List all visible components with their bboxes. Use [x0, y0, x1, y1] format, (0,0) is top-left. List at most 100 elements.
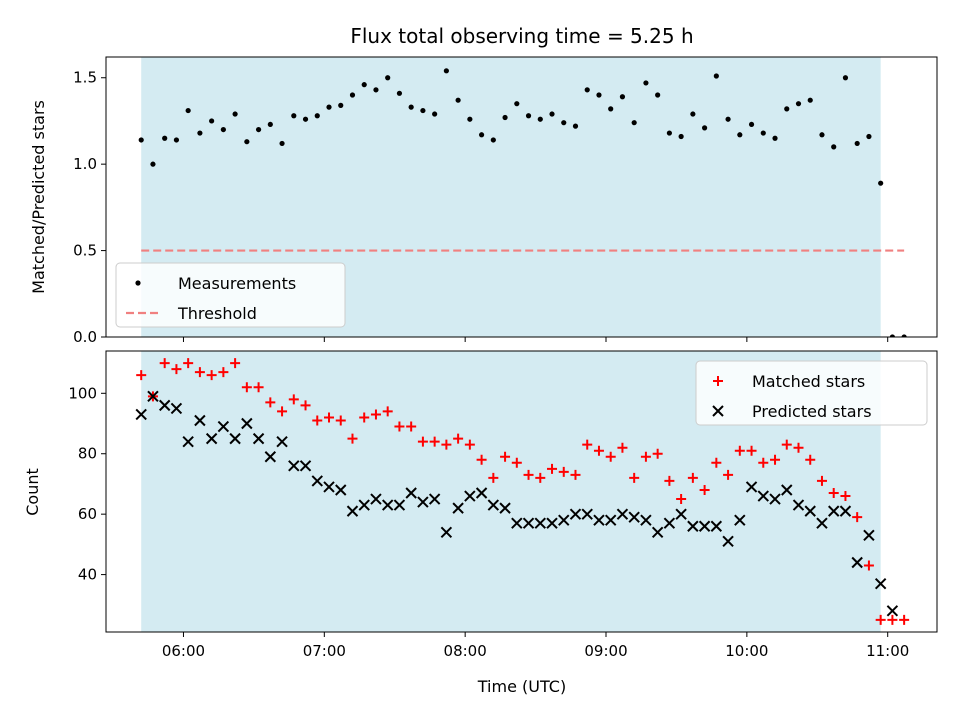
measurement-point [514, 101, 520, 107]
predicted-stars-point [604, 514, 617, 526]
x-tick-label: 06:00 [162, 642, 205, 660]
predicted-stars-point [874, 577, 887, 590]
matched-stars-point [523, 469, 534, 480]
measurement-point [279, 140, 285, 147]
predicted-stars-point [734, 514, 746, 526]
predicted-stars-point [229, 432, 241, 445]
matched-stars-point [535, 472, 546, 483]
measurement-point [584, 87, 590, 93]
matched-stars-point [429, 436, 440, 447]
matched-stars-point [547, 463, 558, 474]
legend-label: Matched stars [752, 372, 865, 391]
matched-stars-point [734, 445, 745, 456]
measurement-point [713, 73, 719, 79]
measurement-point [549, 111, 555, 117]
predicted-stars-point [358, 499, 370, 511]
predicted-stars-point [323, 481, 335, 493]
y-tick-label: 80 [78, 445, 97, 463]
predicted-stars-point [663, 517, 676, 529]
measurement-point [173, 137, 180, 143]
measurement-point [443, 68, 449, 74]
predicted-stars-point [288, 460, 300, 472]
matched-stars-point [171, 364, 182, 375]
measurement-point [772, 135, 778, 141]
x-tick-label: 11:00 [866, 642, 909, 660]
legend-matched-swatch [713, 376, 723, 386]
matched-stars-point [300, 400, 311, 411]
legend-measurement-swatch [135, 280, 141, 286]
chart-title: Flux total observing time = 5.25 h [350, 24, 693, 48]
matched-stars-point [406, 421, 417, 432]
matched-stars-point [359, 412, 370, 423]
matched-stars-point [558, 466, 569, 477]
predicted-stars-point [346, 505, 359, 517]
predicted-stars-point [558, 514, 570, 526]
predicted-stars-point [698, 520, 711, 532]
matched-stars-point [347, 433, 358, 444]
matched-stars-point [218, 367, 229, 378]
matched-stars-point [770, 454, 781, 465]
predicted-stars-point [417, 496, 429, 508]
matched-stars-point [476, 454, 487, 465]
measurement-point [162, 135, 168, 141]
measurement-point [561, 120, 567, 126]
matched-stars-point [840, 491, 851, 502]
measurement-point [408, 104, 414, 110]
predicted-stars-point [687, 520, 699, 532]
matched-stars-point [335, 415, 346, 426]
measurement-point [631, 120, 637, 126]
measurement-point [737, 132, 743, 138]
measurement-point [666, 130, 672, 136]
predicted-stars-point [769, 493, 781, 505]
matched-stars-point [781, 439, 792, 450]
measurement-point [209, 118, 215, 124]
measurement-point [420, 107, 426, 114]
matched-stars-point [899, 614, 910, 625]
matched-stars-point [640, 451, 651, 462]
predicted-stars-point [863, 529, 875, 542]
predicted-stars-point [252, 432, 265, 445]
matched-stars-point [500, 451, 511, 462]
matched-stars-point [206, 370, 217, 381]
measurement-point [138, 137, 144, 143]
predicted-stars-point [640, 514, 652, 526]
measurement-point [291, 113, 297, 119]
x-axis-label: Time (UTC) [477, 677, 566, 696]
predicted-stars-point [182, 435, 194, 448]
measurement-point [349, 92, 356, 98]
top-y-axis-label: Matched/Predicted stars [29, 100, 48, 294]
predicted-stars-point [569, 508, 582, 520]
predicted-stars-point [522, 517, 535, 529]
matched-stars-point [816, 475, 827, 486]
predicted-stars-point [781, 484, 793, 496]
matched-stars-point [746, 445, 757, 456]
predicted-stars-point [792, 499, 805, 511]
matched-stars-point [863, 560, 874, 571]
measurement-point [596, 92, 602, 98]
matched-stars-point [288, 394, 299, 405]
predicted-stars-point [757, 490, 769, 502]
matched-stars-point [676, 494, 687, 505]
measurement-point [842, 75, 849, 81]
predicted-stars-point [381, 499, 394, 511]
predicted-stars-point [804, 505, 816, 517]
matched-stars-point [570, 469, 581, 480]
measurement-point [572, 123, 579, 129]
predicted-stars-point [241, 417, 253, 430]
measurement-point [854, 140, 860, 147]
measurement-point [878, 180, 884, 186]
y-tick-label: 40 [78, 566, 97, 584]
measurement-point [220, 126, 226, 133]
predicted-stars-point [616, 508, 629, 520]
matched-stars-point [382, 406, 393, 417]
measurement-point [655, 92, 661, 98]
predicted-stars-point [299, 460, 312, 472]
matched-stars-point [582, 439, 593, 450]
measurement-point [725, 116, 731, 122]
matched-stars-point [370, 409, 381, 420]
measurement-point [702, 125, 708, 131]
measurement-point [338, 102, 344, 108]
predicted-stars-point [158, 399, 171, 412]
matched-stars-point [488, 472, 499, 483]
y-tick-label: 100 [68, 384, 97, 402]
